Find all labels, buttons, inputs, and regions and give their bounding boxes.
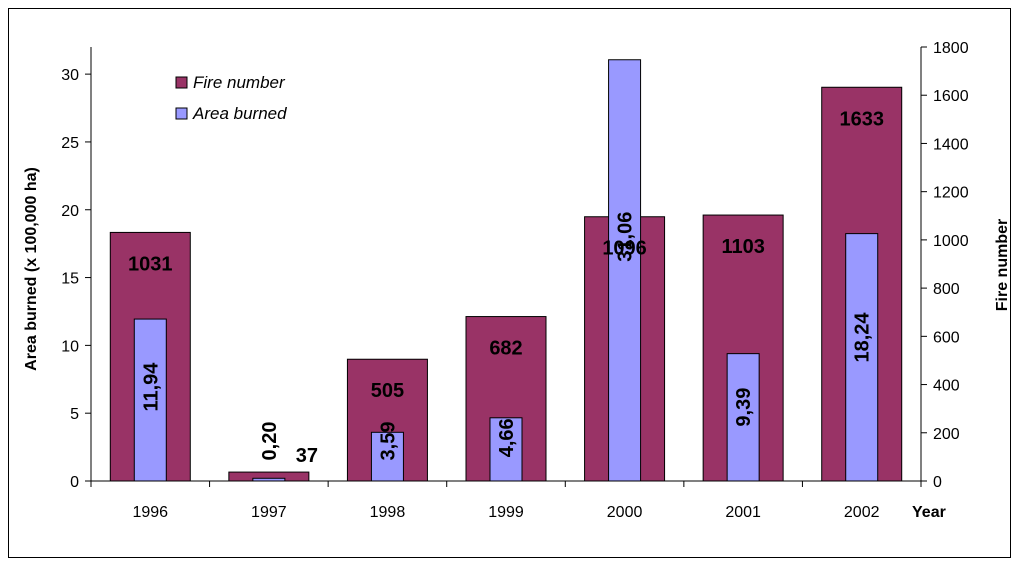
area-burned-bar-2001 (726, 353, 760, 482)
area-burned-label-2002: 18,24 (852, 312, 874, 363)
x-tick-label-2000: 2000 (607, 504, 643, 521)
chart-frame: 1996 1997 1998 1999 2000 2001 2002 0 5 10 15 20 25 30… (8, 8, 1011, 558)
y-tick-label-right-800: 800 (933, 281, 960, 298)
y-tick-label-right-1400: 1400 (933, 136, 969, 153)
fire-number-label-1997: 37 (296, 445, 318, 467)
x-tick-label-1997: 1997 (251, 504, 287, 521)
x-tick-label-2002: 2002 (844, 504, 880, 521)
area-burned-label-2001: 9,39 (733, 388, 755, 427)
y-axis-left-title: Area burned (x 100,000 ha) (23, 167, 40, 371)
area-burned-bar-1996 (133, 318, 167, 482)
y-tick-label-left-25: 25 (61, 135, 79, 152)
y-tick-label-left-30: 30 (61, 67, 79, 84)
legend-label-area-burned: Area burned (192, 104, 287, 123)
y-axis-right-title: Fire number (994, 219, 1011, 311)
y-tick-label-right-0: 0 (933, 474, 942, 491)
fire-number-label-2002: 1633 (839, 108, 884, 130)
ticks: 1996 1997 1998 1999 2000 2001 2002051015202530… (61, 40, 968, 521)
legend-label-fire-number: Fire number (193, 73, 286, 92)
chart: 1996 1997 1998 1999 2000 2001 2002051015202530… (23, 40, 1011, 521)
area-burned-bar-2000 (608, 59, 642, 482)
area-burned-bars (133, 59, 879, 482)
y-tick-label-left-0: 0 (70, 474, 79, 491)
y-tick-label-right-1200: 1200 (933, 185, 969, 202)
legend-swatch-fire-number (175, 76, 188, 89)
y-tick-label-left-15: 15 (61, 271, 79, 288)
area-burned-bar-2002 (845, 233, 879, 482)
y-tick-label-right-1600: 1600 (933, 88, 969, 105)
area-burned-label-1999: 4,66 (496, 418, 518, 457)
legend-swatch-area-burned (175, 107, 188, 120)
axes (85, 46, 927, 487)
y-tick-label-left-10: 10 (61, 338, 79, 355)
area-burned-label-1996: 11,94 (140, 362, 162, 412)
area-burned-label-2000: 31,06 (615, 212, 637, 262)
x-tick-label-1998: 1998 (370, 504, 406, 521)
x-tick-label-2001: 2001 (725, 504, 761, 521)
x-tick-label-1996: 1996 (132, 504, 168, 521)
fire-number-label-2000: 1096 (602, 238, 647, 260)
fire-number-label-2001: 1103 (721, 236, 764, 258)
legend: Fire number Area burned (175, 73, 287, 123)
y-tick-label-right-1000: 1000 (933, 233, 969, 250)
x-axis-title: Year (912, 504, 946, 521)
y-tick-label-right-200: 200 (933, 426, 960, 443)
x-tick-label-1999: 1999 (488, 504, 524, 521)
y-tick-label-right-600: 600 (933, 329, 960, 346)
y-tick-label-left-5: 5 (70, 406, 79, 423)
y-tick-label-right-1800: 1800 (933, 40, 969, 57)
data-labels: 1031 37 505 682 1096 1103 1633 11,94 0,20 3,59 4,6… (128, 108, 884, 467)
fire-number-label-1998: 505 (371, 380, 404, 402)
y-tick-label-right-400: 400 (933, 378, 960, 395)
fire-number-label-1996: 1031 (128, 253, 173, 275)
area-burned-label-1997: 0,20 (259, 422, 281, 461)
fire-number-label-1999: 682 (489, 338, 522, 360)
y-tick-label-left-20: 20 (61, 203, 79, 220)
area-burned-bar-1999 (489, 417, 523, 482)
area-burned-label-1998: 3,59 (377, 422, 399, 461)
